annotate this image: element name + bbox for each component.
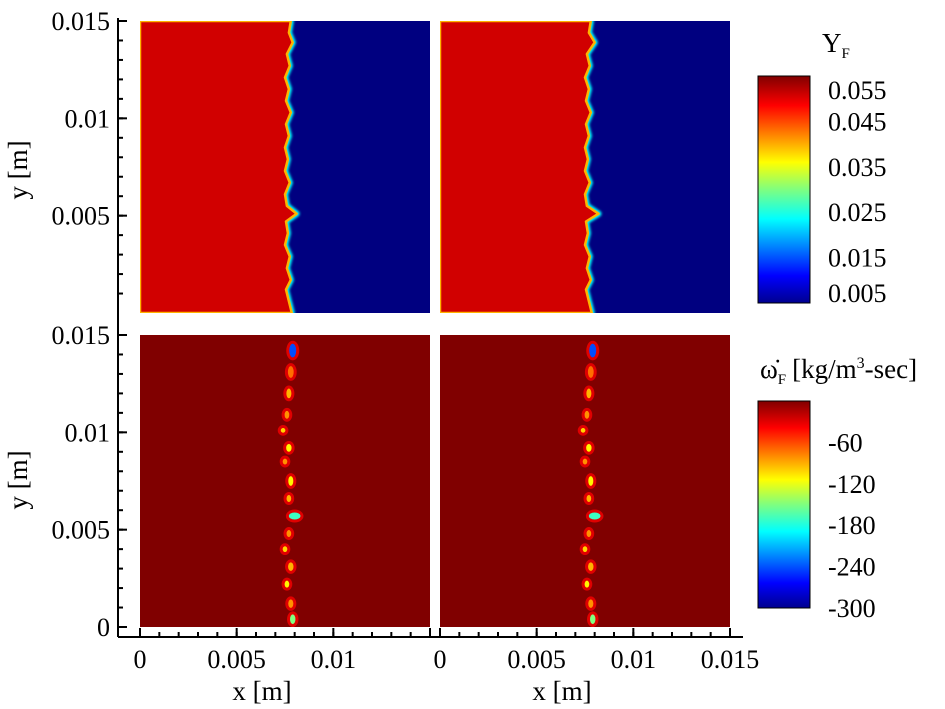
reaction-zone-blob xyxy=(586,495,592,503)
reaction-zone-blob xyxy=(287,366,294,378)
reaction-zone-blob xyxy=(286,530,292,538)
reaction-zone-blob xyxy=(282,546,288,553)
reaction-zone-blob xyxy=(589,343,597,358)
colorbar-gradient-top xyxy=(757,75,811,304)
colorbar-tick-label-bottom: -300 xyxy=(828,594,876,623)
x-tick-label: 0.005 xyxy=(207,645,266,674)
reaction-zone-blob xyxy=(590,614,596,625)
reaction-zone-blob xyxy=(584,580,590,588)
reaction-zone-blob xyxy=(286,444,292,452)
colorbar-reaction-rate: ω̇F [kg/m3-sec] xyxy=(757,354,917,609)
x-tick-label: 0.015 xyxy=(701,645,760,674)
colorbar-tick-label-bottom: -60 xyxy=(828,428,863,457)
x-axis-title-right: x [m] xyxy=(532,676,591,706)
colorbar-tick-label-top: 0.055 xyxy=(828,76,887,105)
reaction-zone-blob xyxy=(584,410,590,419)
colorbar-tick-label-bottom: -180 xyxy=(828,511,876,540)
reaction-zone-blob xyxy=(284,410,290,419)
reaction-zone-blob xyxy=(582,546,588,553)
reaction-zone-blob xyxy=(582,458,588,465)
x-tick-label: 0 xyxy=(434,645,447,674)
reaction-zone-blob xyxy=(587,366,594,378)
y-axis-title-bottom: y [m] xyxy=(3,450,33,509)
colorbar-tick-label-top: 0.025 xyxy=(828,198,887,227)
reaction-zone-blob xyxy=(588,562,594,571)
y-tick-label-top: 0.01 xyxy=(65,104,111,133)
axis-ticks xyxy=(118,20,731,637)
colorbar-tick-label-top: 0.045 xyxy=(828,107,887,136)
reaction-zone-blob xyxy=(288,599,294,608)
panel-reaction-rate-right xyxy=(440,335,730,627)
y-tick-label-bottom: 0 xyxy=(97,613,110,642)
colorbar-tick-label-top: 0.035 xyxy=(828,153,887,182)
reaction-zone-blob xyxy=(580,428,586,433)
colorbar-title-bottom: ω̇F [kg/m3-sec] xyxy=(760,354,917,388)
reaction-zone-blob xyxy=(288,562,294,571)
reaction-zone-blob xyxy=(586,388,592,399)
reaction-zone-blob xyxy=(284,580,290,588)
reaction-zone-blob xyxy=(289,343,297,358)
x-tick-label: 0.01 xyxy=(311,645,357,674)
reaction-zone-blob xyxy=(586,530,592,538)
fuel-region xyxy=(440,21,600,313)
y-tick-label-top: 0.015 xyxy=(52,7,111,36)
axis-tick-labels: 0.005 0.01 0.015 0 0.005 0.01 0.015 0 0.005 0.01 0… xyxy=(52,7,760,674)
y-tick-label-bottom: 0.015 xyxy=(52,321,111,350)
reaction-zone-blob xyxy=(588,599,594,608)
reaction-zone-blob xyxy=(288,476,294,486)
reaction-zone-blob xyxy=(290,614,296,625)
colorbar-tick-label-top: 0.005 xyxy=(828,279,887,308)
reaction-zone-blob xyxy=(280,428,286,433)
colorbar-gradient-bottom xyxy=(757,400,811,609)
colorbar-tick-label-bottom: -120 xyxy=(828,470,876,499)
reaction-zone-blob xyxy=(286,388,292,399)
colorbar-tick-label-top: 0.015 xyxy=(828,244,887,273)
reaction-zone-blob xyxy=(286,495,292,503)
x-axis-title-left: x [m] xyxy=(232,676,291,706)
panel-fuel-mass-fraction-left xyxy=(140,21,430,313)
colorbar-fuel-mass-fraction: YF xyxy=(757,28,850,304)
panel-fuel-mass-fraction-right xyxy=(440,21,730,313)
x-tick-label: 0.01 xyxy=(611,645,657,674)
reaction-zone-blob xyxy=(588,476,594,486)
y-tick-label-bottom: 0.005 xyxy=(52,516,111,545)
x-tick-label: 0 xyxy=(134,645,147,674)
reaction-zone-blob xyxy=(282,458,288,465)
fuel-region xyxy=(140,21,298,313)
x-tick-label: 0.005 xyxy=(507,645,566,674)
reaction-zone-blob xyxy=(588,512,601,520)
y-tick-label-top: 0.005 xyxy=(52,202,111,231)
y-tick-label-bottom: 0.01 xyxy=(65,418,111,447)
reaction-zone-blob xyxy=(288,512,301,520)
colorbar-tick-label-bottom: -240 xyxy=(828,553,876,582)
colorbar-title-top: YF xyxy=(822,28,850,62)
reaction-zone-blob xyxy=(586,444,592,452)
panel-reaction-rate-left xyxy=(140,335,430,627)
y-axis-title-top: y [m] xyxy=(3,140,33,199)
